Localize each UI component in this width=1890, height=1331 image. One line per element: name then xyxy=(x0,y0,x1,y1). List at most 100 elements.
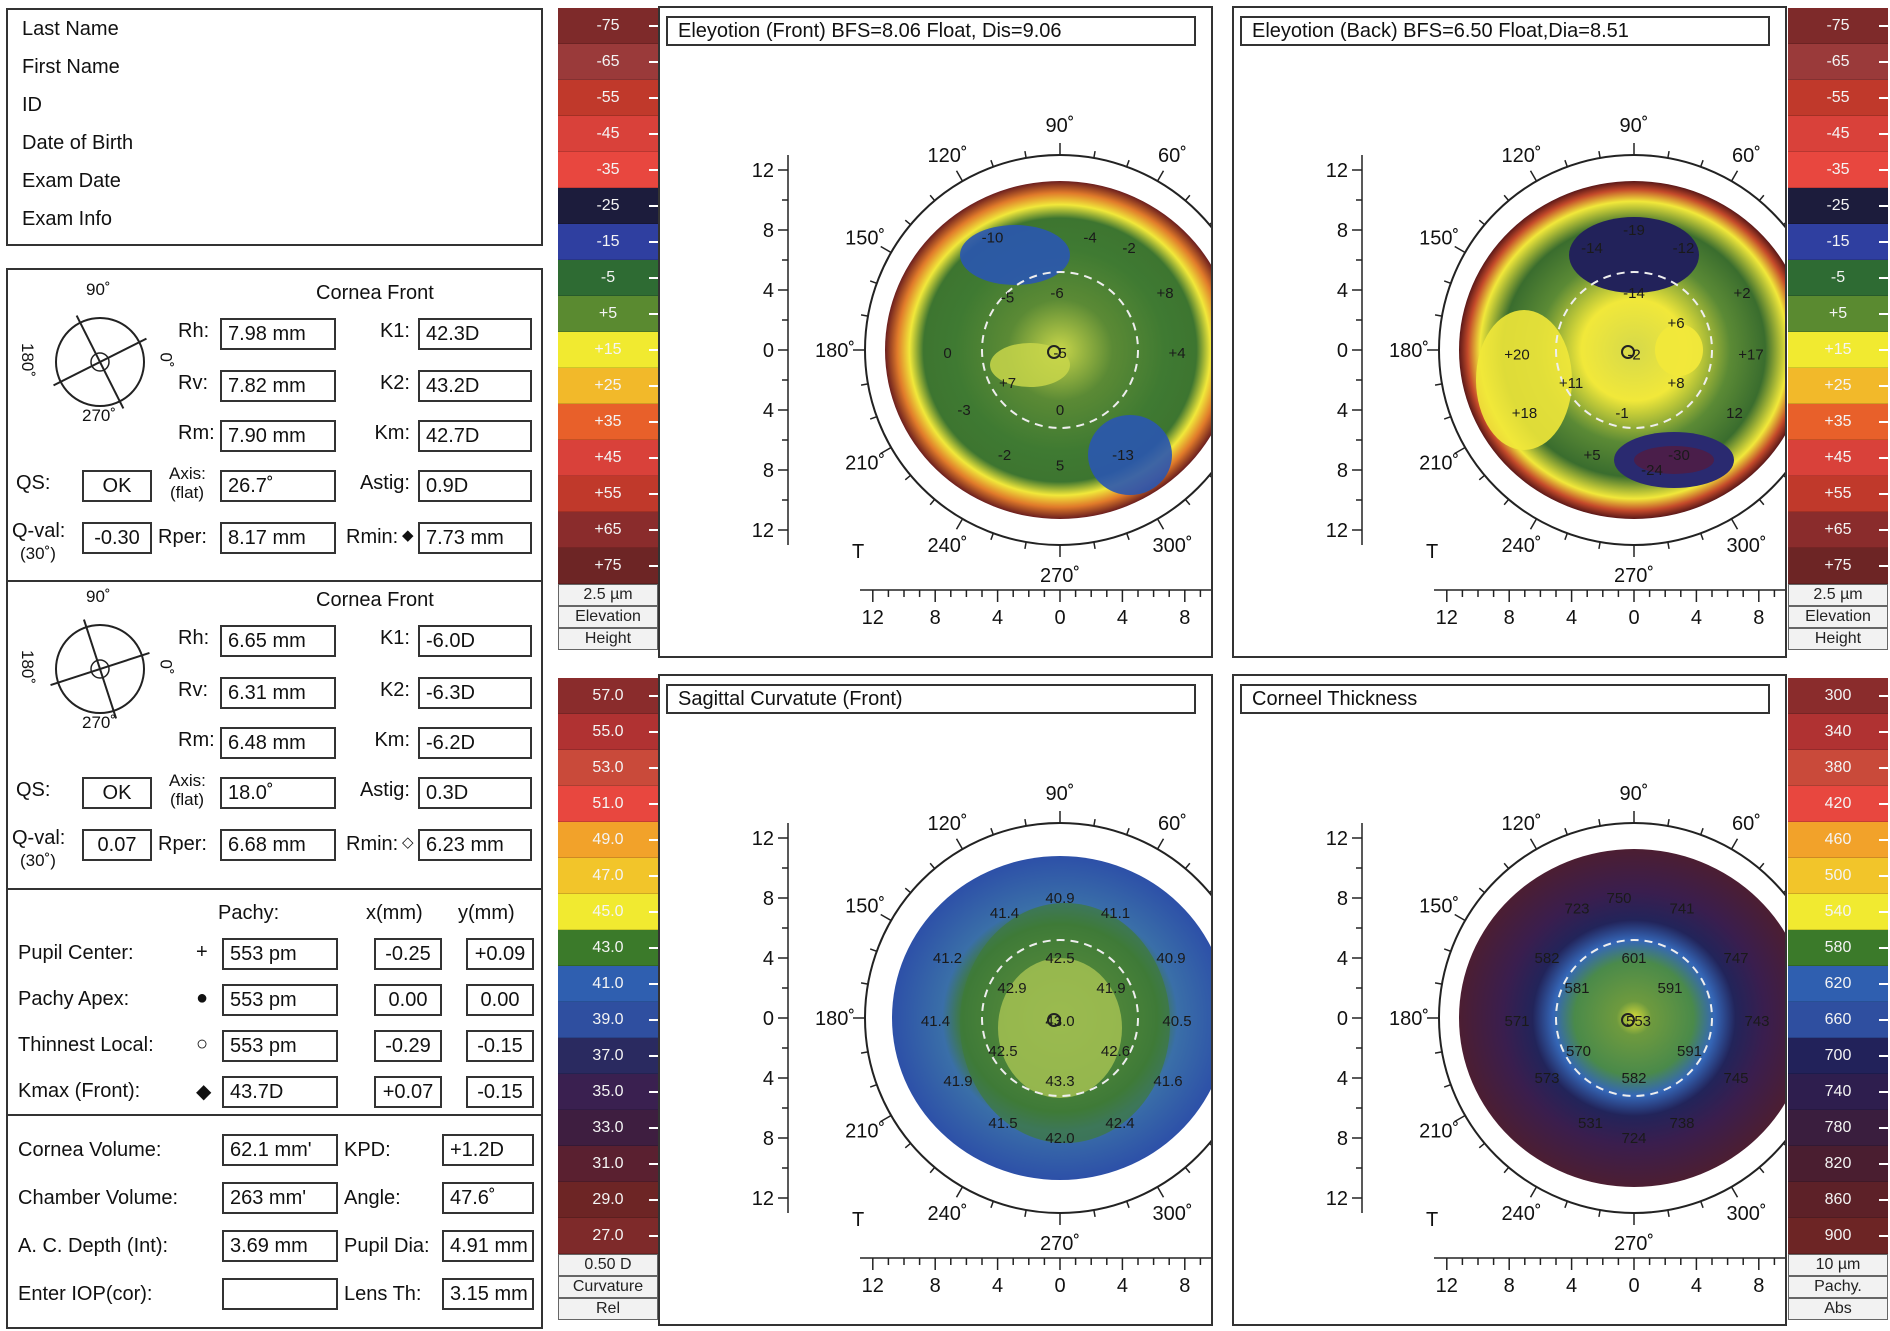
map-value-label: 41.2 xyxy=(933,950,962,967)
y-axis-tick-label: 4 xyxy=(763,948,774,970)
x-axis-tick-label: 12 xyxy=(862,1275,884,1297)
scale-tick xyxy=(649,241,658,243)
angle-label: 270˚ xyxy=(1614,1233,1654,1255)
compass-center xyxy=(90,659,110,679)
angle-tick xyxy=(1782,890,1785,894)
volume-row-value[interactable] xyxy=(222,1278,338,1310)
km-label: Km: xyxy=(374,729,410,751)
map-value-label: -5 xyxy=(1001,290,1014,307)
map-value-label: 42.6 xyxy=(1101,1043,1130,1060)
angle-tick xyxy=(1478,887,1486,894)
scale-cell: 460 xyxy=(1788,822,1888,858)
angle-tick xyxy=(1434,314,1443,317)
pachy-row-y: -0.15 xyxy=(466,1030,534,1062)
scale-footer: Curvature xyxy=(558,1276,658,1298)
angle-label: 300˚ xyxy=(1726,535,1766,557)
scale-tick xyxy=(1879,875,1888,877)
y-header: y(mm) xyxy=(458,902,515,924)
map-value-label: -12 xyxy=(1673,240,1695,257)
scale-tick xyxy=(649,493,658,495)
divider xyxy=(8,888,541,890)
y-axis-tick-label: 4 xyxy=(1337,400,1348,422)
scale-tick xyxy=(1879,565,1888,567)
qval-value: 0.07 xyxy=(82,829,152,861)
scale-footer: 0.50 D xyxy=(558,1254,658,1276)
y-axis-tick-label: 12 xyxy=(752,520,774,542)
angle-tick xyxy=(1699,827,1704,836)
angle-label: 180˚ xyxy=(815,1008,855,1030)
angle-tick xyxy=(1598,150,1601,159)
astig-label: Astig: xyxy=(359,472,410,494)
scale-cell: -75 xyxy=(558,8,658,44)
scale-tick xyxy=(1879,25,1888,27)
x-axis-tick-label: 4 xyxy=(992,1275,1003,1297)
angle-label: 120˚ xyxy=(1501,145,1541,167)
angle-tick xyxy=(1730,838,1739,850)
angle-tick xyxy=(1434,383,1443,386)
temporal-label: T xyxy=(852,541,864,563)
axis-label: Axis: xyxy=(169,464,206,483)
map-value-label: 42.5 xyxy=(988,1043,1017,1060)
rmin-value: 7.73 mm xyxy=(418,522,532,554)
rmin-value: 6.23 mm xyxy=(418,829,532,861)
map-value-label: 40.9 xyxy=(1156,950,1185,967)
map-value-label: 40.9 xyxy=(1045,890,1074,907)
angle-label: 60˚ xyxy=(1158,145,1187,167)
scale-tick xyxy=(1879,385,1888,387)
pachy-row-y: 0.00 xyxy=(466,984,534,1016)
x-axis-tick-label: 12 xyxy=(1436,1275,1458,1297)
map-value-label: -2 xyxy=(1122,240,1135,257)
map-value-label: +8 xyxy=(1667,375,1684,392)
map-value-label: 12 xyxy=(1726,405,1743,422)
compass-ring xyxy=(55,624,145,714)
qs-label: QS: xyxy=(16,472,51,494)
scale-tick xyxy=(649,97,658,99)
map-value-label: 43.0 xyxy=(1045,1013,1074,1030)
y-axis-tick-label: 0 xyxy=(1337,340,1348,362)
scale-tick xyxy=(1879,1235,1888,1237)
angle-tick xyxy=(1443,948,1452,953)
x-axis-tick-label: 8 xyxy=(930,1275,941,1297)
pachy-row-x: +0.07 xyxy=(374,1076,442,1108)
scale-tick xyxy=(649,169,658,171)
scale-tick xyxy=(649,1019,658,1021)
angle-tick xyxy=(1156,838,1165,850)
pachy-row-x: 0.00 xyxy=(374,984,442,1016)
x-axis-tick-label: 8 xyxy=(1504,607,1515,629)
y-axis-tick-label: 12 xyxy=(1326,828,1348,850)
rh-label: Rh: xyxy=(178,627,210,649)
angle-tick xyxy=(1730,170,1739,182)
angle-tick xyxy=(1782,222,1785,226)
angle-tick xyxy=(1564,532,1569,541)
angle-tick xyxy=(1093,150,1096,159)
scale-cell: -65 xyxy=(1788,44,1888,80)
scale-tick xyxy=(649,911,658,913)
angle-tick xyxy=(1454,446,1466,455)
apex-marker xyxy=(1047,345,1061,359)
scale-cell: 900 xyxy=(1788,1218,1888,1254)
qs-label: QS: xyxy=(16,779,51,801)
angle-tick xyxy=(860,314,869,317)
yellow-region xyxy=(1476,310,1572,450)
map-value-label: 42.5 xyxy=(1045,950,1074,967)
map-value-label: 41.6 xyxy=(1153,1073,1182,1090)
apex-marker xyxy=(1621,345,1635,359)
scale-cell: 35.0 xyxy=(558,1074,658,1110)
angle-label: 150˚ xyxy=(1419,896,1459,918)
label-0: 0˚ xyxy=(156,659,176,675)
scale-footer: Pachy. xyxy=(1788,1276,1888,1298)
divider xyxy=(8,1114,541,1116)
label-270: 270˚ xyxy=(82,406,117,425)
map-value-label: 750 xyxy=(1606,890,1631,907)
map-value-label: -2 xyxy=(998,447,1011,464)
scale-tick xyxy=(649,421,658,423)
scale-tick xyxy=(649,1199,658,1201)
scale-tick xyxy=(1879,457,1888,459)
rper-label: Rper: xyxy=(158,833,207,855)
angle-tick xyxy=(1454,913,1466,922)
angle-tick xyxy=(869,280,878,285)
angle-tick xyxy=(1564,159,1569,168)
scale-tick xyxy=(649,1091,658,1093)
volume-row-label-2: Lens Th: xyxy=(344,1283,422,1305)
k1-label: K1: xyxy=(379,320,410,342)
